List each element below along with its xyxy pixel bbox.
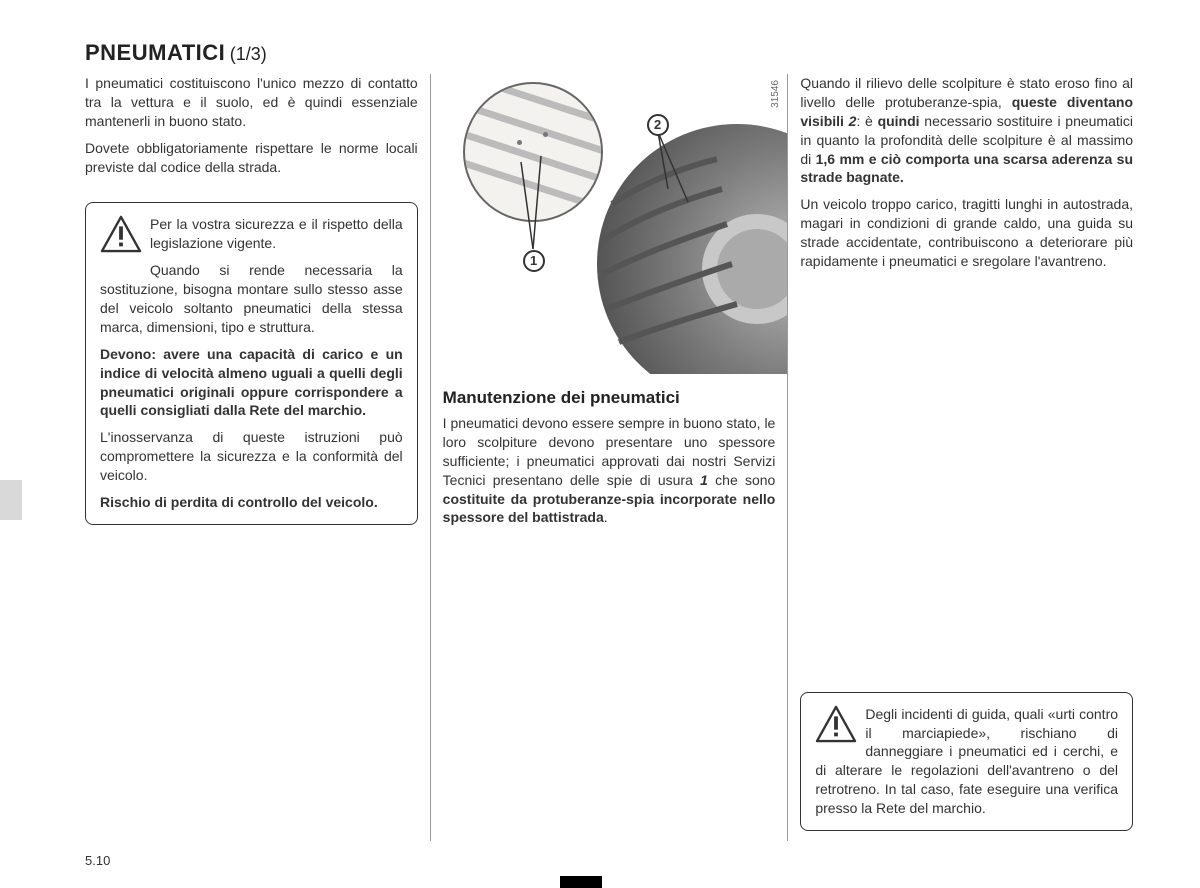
- title-main: PNEUMATICI: [85, 40, 225, 65]
- manual-page: PNEUMATICI (1/3) I pneumatici costituisc…: [0, 0, 1200, 888]
- side-tab: [0, 480, 22, 520]
- warning-icon: [100, 215, 142, 258]
- warning-box-2: Degli incidenti di guida, quali «urti co…: [800, 692, 1133, 831]
- page-number: 5.10: [85, 853, 1145, 868]
- col2-subhead: Manutenzione dei pneumatici: [443, 388, 776, 408]
- callout-1: 1: [523, 250, 545, 272]
- col2-ref1: 1: [700, 472, 708, 488]
- bottom-black-tab: [560, 876, 602, 888]
- col3-p1d: quindi: [878, 113, 920, 129]
- col3-p1: Quando il rilievo delle scolpiture è sta…: [800, 74, 1133, 187]
- warn1-p3: Devono: avere una capacità di carico e u…: [100, 345, 403, 421]
- title-sub: (1/3): [230, 44, 267, 64]
- col3-p2: Un veicolo troppo carico, tragitti lungh…: [800, 195, 1133, 271]
- tire-figure: 31546: [443, 74, 776, 374]
- warn1-p1: Per la vostra sicurezza e il rispetto de…: [100, 215, 403, 253]
- warning-icon: [815, 705, 857, 748]
- warn1-p5: Rischio di perdita di controllo del veic…: [100, 493, 403, 512]
- callout-2: 2: [647, 114, 669, 136]
- warn2-p1: Degli incidenti di guida, quali «urti co…: [815, 705, 1118, 818]
- col2-p1b: che sono: [708, 472, 775, 488]
- warn1-p2: Quando si rende necessaria la sostituzio…: [100, 261, 403, 337]
- warning-box-1: Per la vostra sicurezza e il rispetto de…: [85, 202, 418, 524]
- page-title: PNEUMATICI (1/3): [85, 40, 1145, 66]
- col2-p1: I pneumatici devono essere sempre in buo…: [443, 414, 776, 527]
- warn1-p4: L'inosservanza di queste istruzioni può …: [100, 428, 403, 485]
- col1-p2: Dovete obbligatoriamente rispettare le n…: [85, 139, 418, 177]
- col3-p1c: : è: [856, 113, 877, 129]
- callout-lines: [443, 74, 783, 374]
- col3-p1f: 1,6 mm e ciò comporta una scarsa aderenz…: [800, 151, 1133, 186]
- columns: I pneumatici costituiscono l'unico mezzo…: [55, 74, 1145, 841]
- column-3: Quando il rilievo delle scolpiture è sta…: [787, 74, 1145, 841]
- column-2: 31546: [430, 74, 788, 841]
- col2-p1c: .: [604, 509, 608, 525]
- column-1: I pneumatici costituiscono l'unico mezzo…: [55, 74, 430, 841]
- col2-p1bold: costituite da protuberanze-spia incorpor…: [443, 491, 776, 526]
- col1-p1: I pneumatici costituiscono l'unico mezzo…: [85, 74, 418, 131]
